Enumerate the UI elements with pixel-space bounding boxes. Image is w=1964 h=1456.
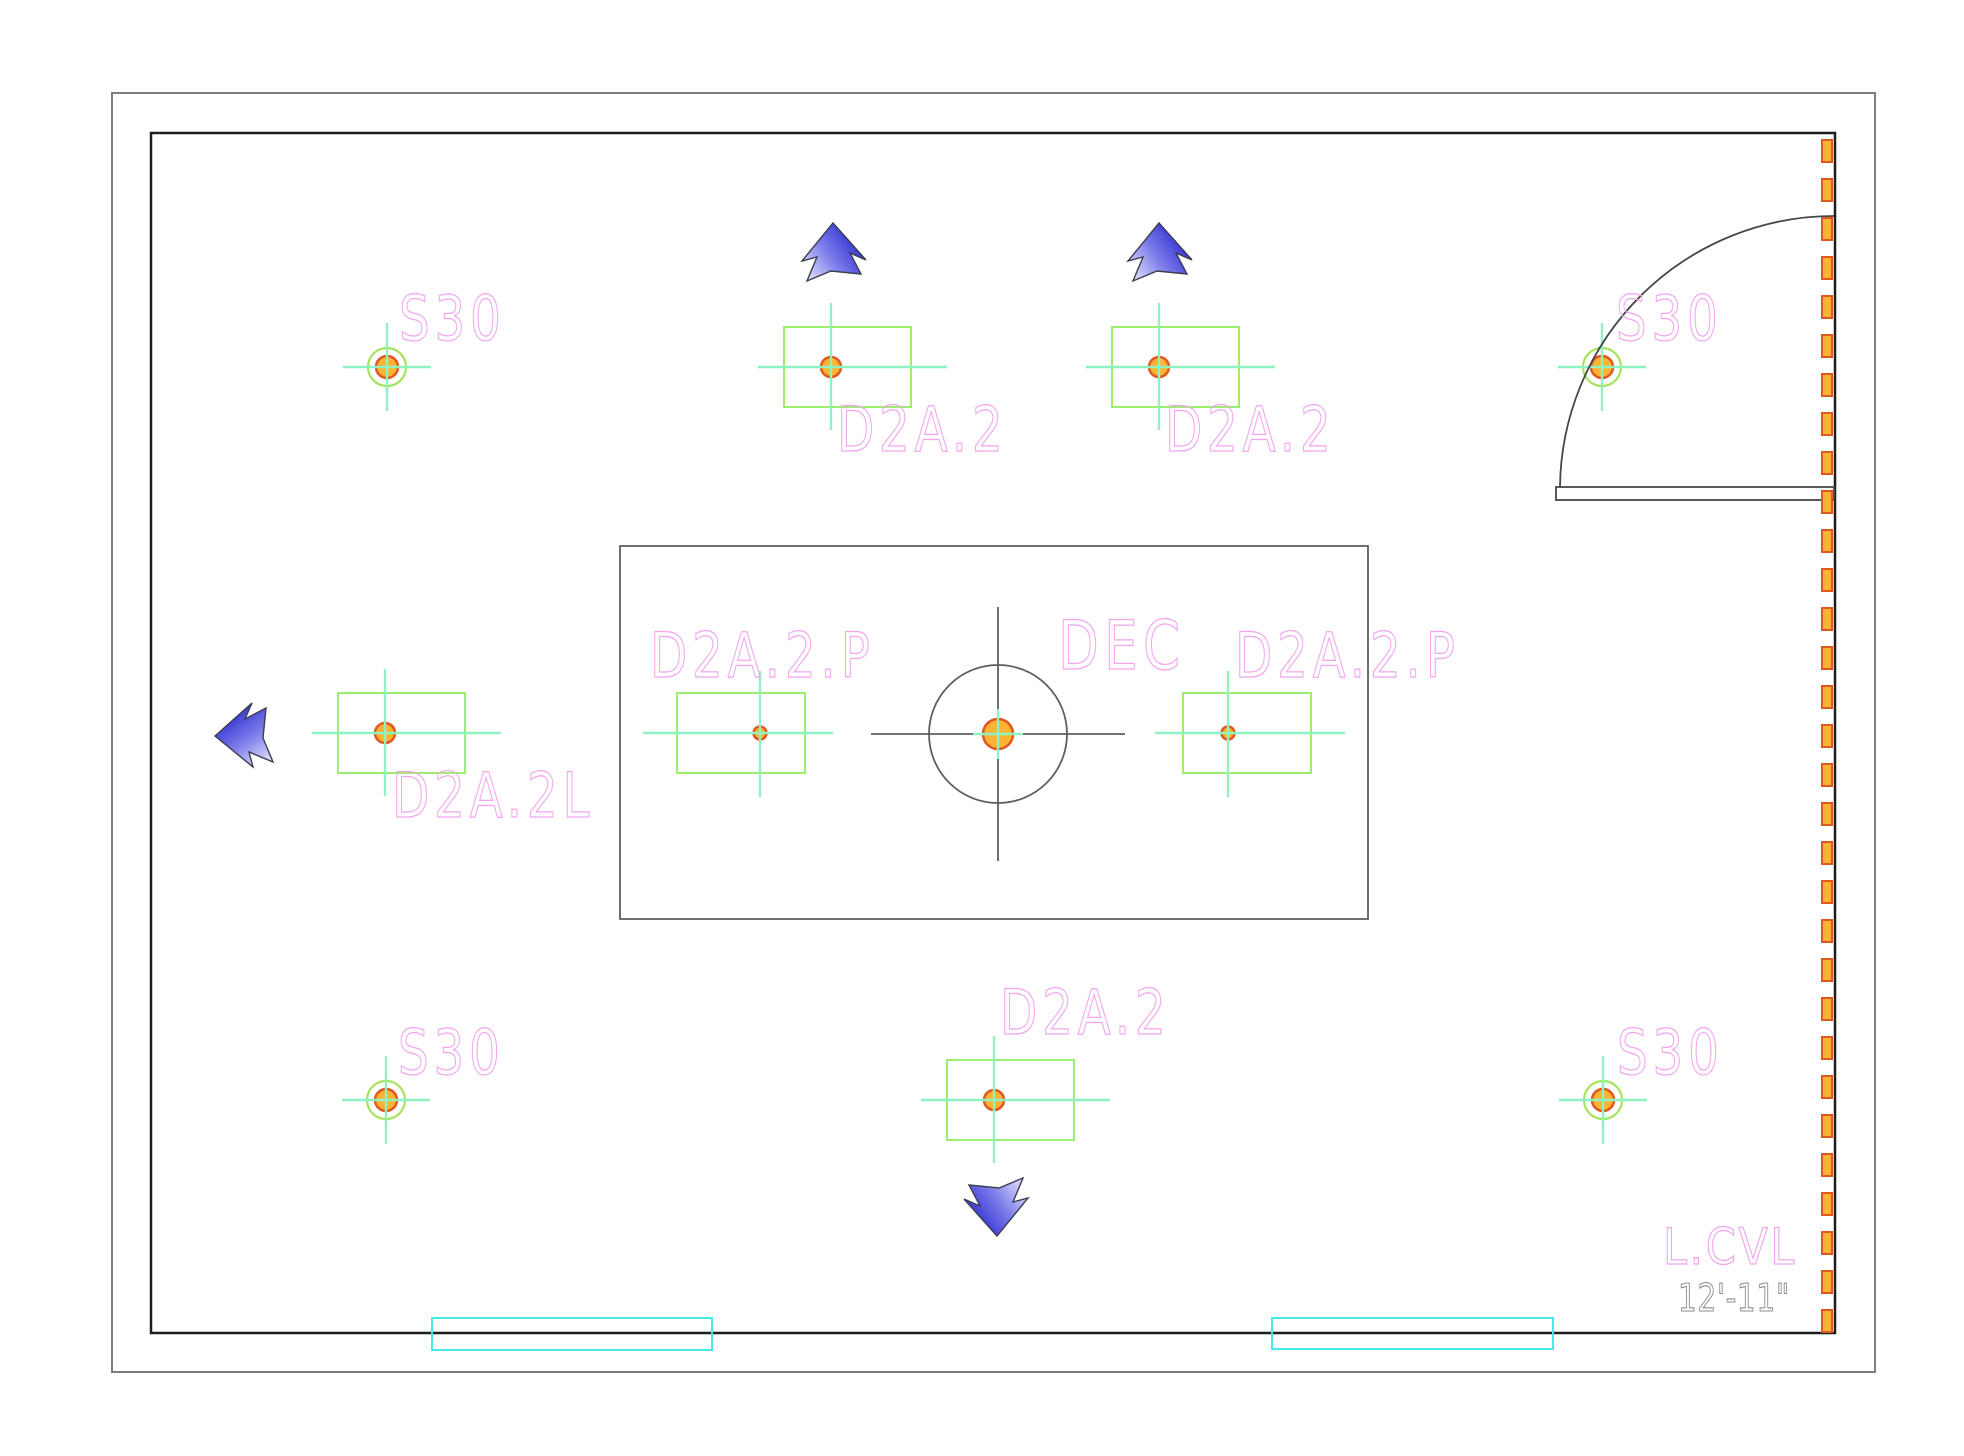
wall-hatch-dash (1821, 529, 1833, 553)
label-dec: DEC (1058, 607, 1186, 686)
label-s30-bottom-left: S30 (398, 1016, 505, 1089)
ceiling-feature-rect (619, 545, 1369, 920)
wall-hatch-dash (1821, 724, 1833, 748)
downlight-fixture-bottom (919, 1034, 1112, 1165)
wall-hatch-dash (1821, 451, 1833, 475)
wall-hatch-dash (1821, 607, 1833, 631)
wall-hatch-dash (1821, 178, 1833, 202)
wall-hatch-dash (1821, 1114, 1833, 1138)
wall-hatch-dash (1821, 1036, 1833, 1060)
wall-hatch-dash (1821, 763, 1833, 787)
wall-hatch-dash (1821, 880, 1833, 904)
label-s30-top-right: S30 (1616, 282, 1723, 355)
wall-hatch-dash (1821, 1153, 1833, 1177)
wall-hatch-dash (1821, 997, 1833, 1021)
door-swing-arc (1559, 215, 1835, 488)
sheet-border (111, 92, 1876, 1373)
wall-hatch-dash (1821, 958, 1833, 982)
wall-hatch-dash (1821, 217, 1833, 241)
wall-hatch-dash (1821, 490, 1833, 514)
label-s30-top-left: S30 (399, 282, 506, 355)
label-d2a2-top-1: D2A.2 (837, 393, 1008, 466)
wall-hatch-dash (1821, 1075, 1833, 1099)
label-d2a2p-left: D2A.2.P (650, 619, 875, 692)
wall-niche-box-right (1271, 1317, 1554, 1350)
wall-hatch-dash (1821, 841, 1833, 865)
label-d2a2-top-2: D2A.2 (1165, 393, 1336, 466)
dimension-text: 12'-11" (1678, 1276, 1791, 1320)
wall-hatch-dash (1821, 256, 1833, 280)
label-l-cvl: L.CVL (1662, 1218, 1797, 1276)
direction-arrow-up-1-icon (801, 222, 867, 282)
direction-arrow-down-icon (963, 1177, 1029, 1237)
direction-arrow-up-2-icon (1127, 222, 1193, 282)
wall-hatch-dash (1821, 646, 1833, 670)
wall-hatch-dash (1821, 1231, 1833, 1255)
wall-hatch-dash (1821, 373, 1833, 397)
wall-hatch-dash (1821, 568, 1833, 592)
wall-hatch-dash (1821, 139, 1833, 163)
wall-hatch-dash (1821, 1270, 1833, 1294)
dec-fixture-symbol (871, 607, 1125, 861)
label-d2a2p-right: D2A.2.P (1235, 619, 1460, 692)
label-d2a2-bottom: D2A.2 (1000, 976, 1171, 1049)
wall-hatch-dash (1821, 919, 1833, 943)
direction-arrow-left-icon (214, 702, 274, 768)
wall-hatch-dash (1821, 685, 1833, 709)
wall-hatch-dash (1821, 334, 1833, 358)
wall-hatch-dash (1821, 1309, 1833, 1333)
wall-niche-box-left (431, 1317, 713, 1351)
wall-hatch-strip (1821, 139, 1833, 1333)
wall-hatch-dash (1821, 412, 1833, 436)
wall-hatch-dash (1821, 295, 1833, 319)
room-wall-outline (149, 131, 1837, 1335)
label-d2a2l-left: D2A.2L (392, 759, 595, 832)
label-s30-bottom-right: S30 (1617, 1016, 1724, 1089)
door-leaf (1555, 486, 1835, 501)
wall-hatch-dash (1821, 802, 1833, 826)
wall-hatch-dash (1821, 1192, 1833, 1216)
